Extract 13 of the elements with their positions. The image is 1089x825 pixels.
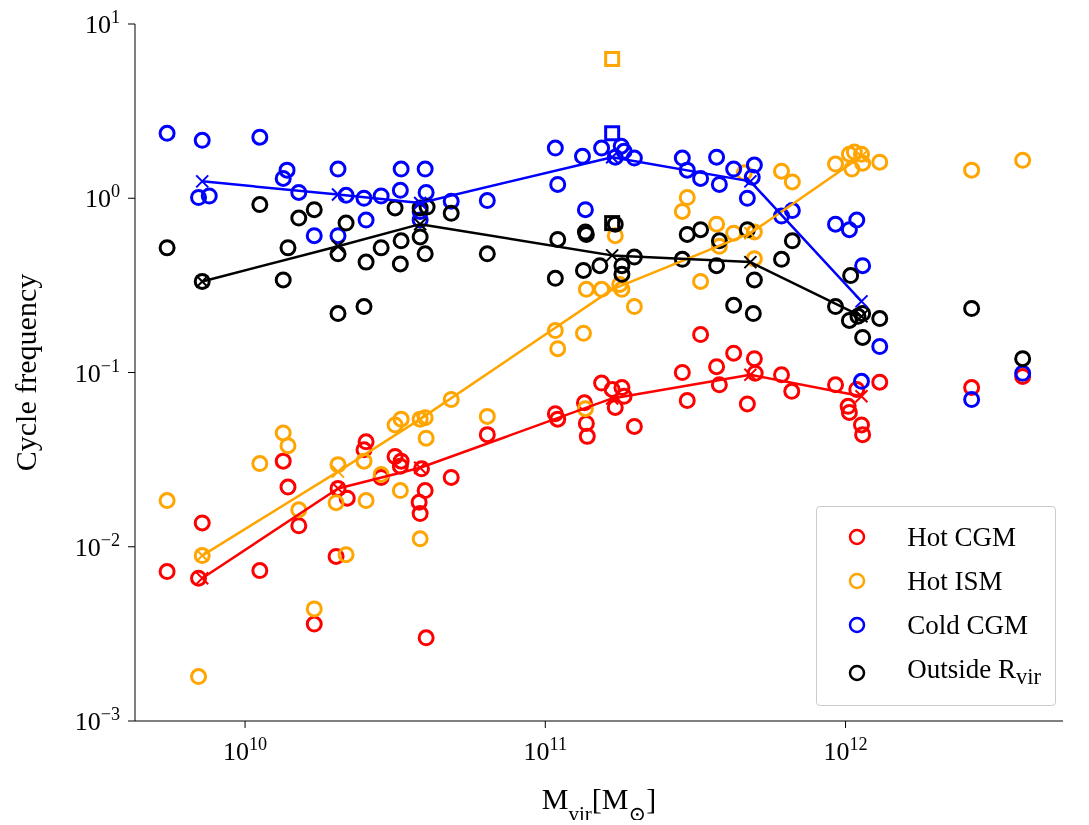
x-tick-label: 10$^{10}$ bbox=[222, 734, 268, 766]
legend-label: Cold CGM bbox=[907, 608, 1029, 642]
y-tick-label: 10$^{0}$ bbox=[84, 181, 120, 214]
legend-label: Outside R$_{vir}$ bbox=[907, 652, 1041, 691]
y-tick-label: 10$^{−1}$ bbox=[74, 355, 120, 388]
x-tick-label: 10$^{11}$ bbox=[523, 734, 568, 766]
y-tick-label: 10$^{−2}$ bbox=[74, 529, 120, 562]
legend-label: Hot CGM bbox=[907, 520, 1016, 554]
y-tick-label: 10$^{−3}$ bbox=[74, 704, 120, 736]
y-tick-label: 10$^{1}$ bbox=[84, 7, 120, 39]
y-axis-title: Cycle frequency bbox=[9, 273, 42, 472]
legend-label: Hot ISM bbox=[907, 564, 1003, 598]
x-tick-label: 10$^{12}$ bbox=[823, 734, 868, 766]
